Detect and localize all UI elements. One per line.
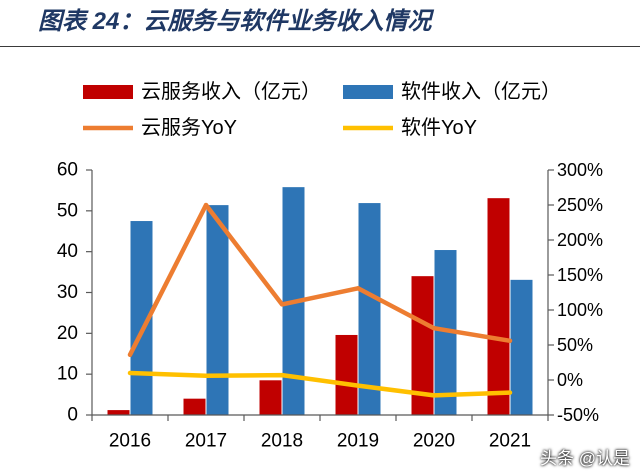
y-left-tick-label: 30 (57, 282, 78, 303)
legend-label: 软件收入（亿元） (401, 80, 561, 103)
cloud-revenue-bar-2017 (183, 398, 206, 415)
y-left-tick-label: 50 (57, 200, 78, 221)
y-right-tick-label: 300% (557, 160, 603, 180)
axes: 0 10 20 30 40 50 60 -50% 0% 50% 100% 150% 200% 250% 30… (57, 160, 603, 452)
y-right-tick-label: 0% (557, 370, 583, 390)
cloud-yoy-line (127, 202, 513, 358)
cloud-yoy-point-2020 (432, 326, 436, 331)
cloud-yoy-point-2018 (280, 302, 284, 307)
cloud-yoy-series (127, 202, 513, 358)
legend-item-software-yoy: 软件YoY (343, 116, 477, 139)
software-yoy-point-2021 (508, 390, 512, 395)
lines (127, 202, 513, 398)
cloud-yoy-point-2019 (356, 286, 360, 291)
y-right-tick-label: 50% (557, 335, 593, 355)
legend-swatch (83, 85, 133, 99)
x-tick-label: 2019 (337, 431, 379, 452)
y-right-tick-label: 100% (557, 300, 603, 320)
y-right-tick-label: 200% (557, 230, 603, 250)
software-yoy-point-2017 (204, 373, 208, 378)
legend-item-cloud-yoy: 云服务YoY (83, 116, 237, 139)
software-revenue-bar-2016 (130, 221, 153, 415)
bars (107, 187, 533, 415)
x-tick-label: 2017 (185, 431, 227, 452)
watermark-text: 头条 @认是 (540, 449, 630, 468)
software-yoy-point-2016 (128, 371, 132, 375)
cloud-yoy-point-2016 (128, 352, 132, 357)
cloud-revenue-bar-2021 (487, 198, 510, 415)
x-tick-label: 2020 (413, 431, 455, 452)
x-tick-label: 2018 (261, 431, 303, 452)
page-title: 图表 24：云服务与软件业务收入情况 (38, 8, 432, 35)
cloud-yoy-point-2017 (204, 203, 208, 207)
y-left-tick-label: 60 (57, 160, 78, 181)
cloud-yoy-point-2021 (508, 338, 512, 343)
title-divider (0, 46, 640, 47)
software-revenue-bars (130, 187, 533, 415)
y-left-tick-label: 10 (57, 364, 78, 385)
x-tick-label: 2021 (489, 431, 531, 452)
software-yoy-point-2018 (280, 373, 284, 378)
watermark: 头条 @认是 (540, 444, 630, 469)
legend: 云服务收入（亿元） 软件收入（亿元） 云服务YoY 软件YoY (83, 80, 561, 139)
software-yoy-point-2019 (356, 383, 360, 388)
legend-label: 云服务YoY (141, 116, 237, 139)
legend-swatch (343, 85, 393, 99)
legend-label: 软件YoY (401, 116, 477, 139)
y-right-tick-label: 250% (557, 195, 603, 215)
cloud-revenue-bar-2019 (335, 334, 358, 415)
software-yoy-line (127, 370, 513, 398)
software-revenue-bar-2019 (358, 203, 381, 415)
x-tick-label: 2016 (109, 431, 151, 452)
legend-label: 云服务收入（亿元） (141, 80, 321, 103)
y-left-tick-label: 40 (57, 241, 78, 262)
y-right-tick-label: -50% (557, 405, 599, 425)
software-revenue-bar-2017 (206, 205, 229, 415)
legend-item-cloud-revenue: 云服务收入（亿元） (83, 80, 321, 103)
software-yoy-point-2020 (432, 393, 436, 398)
y-left-tick-label: 20 (57, 323, 78, 344)
software-yoy-series (127, 370, 513, 398)
cloud-revenue-bar-2018 (259, 380, 282, 415)
y-left-tick-label: 0 (67, 405, 78, 426)
cloud-revenue-bar-2020 (411, 276, 434, 415)
legend-item-software-revenue: 软件收入（亿元） (343, 80, 561, 103)
y-right-tick-label: 150% (557, 265, 603, 285)
software-revenue-bar-2020 (434, 250, 457, 415)
software-revenue-bar-2021 (510, 279, 533, 415)
cloud-revenue-bar-2016 (107, 410, 130, 415)
cloud-revenue-bars (107, 198, 510, 415)
